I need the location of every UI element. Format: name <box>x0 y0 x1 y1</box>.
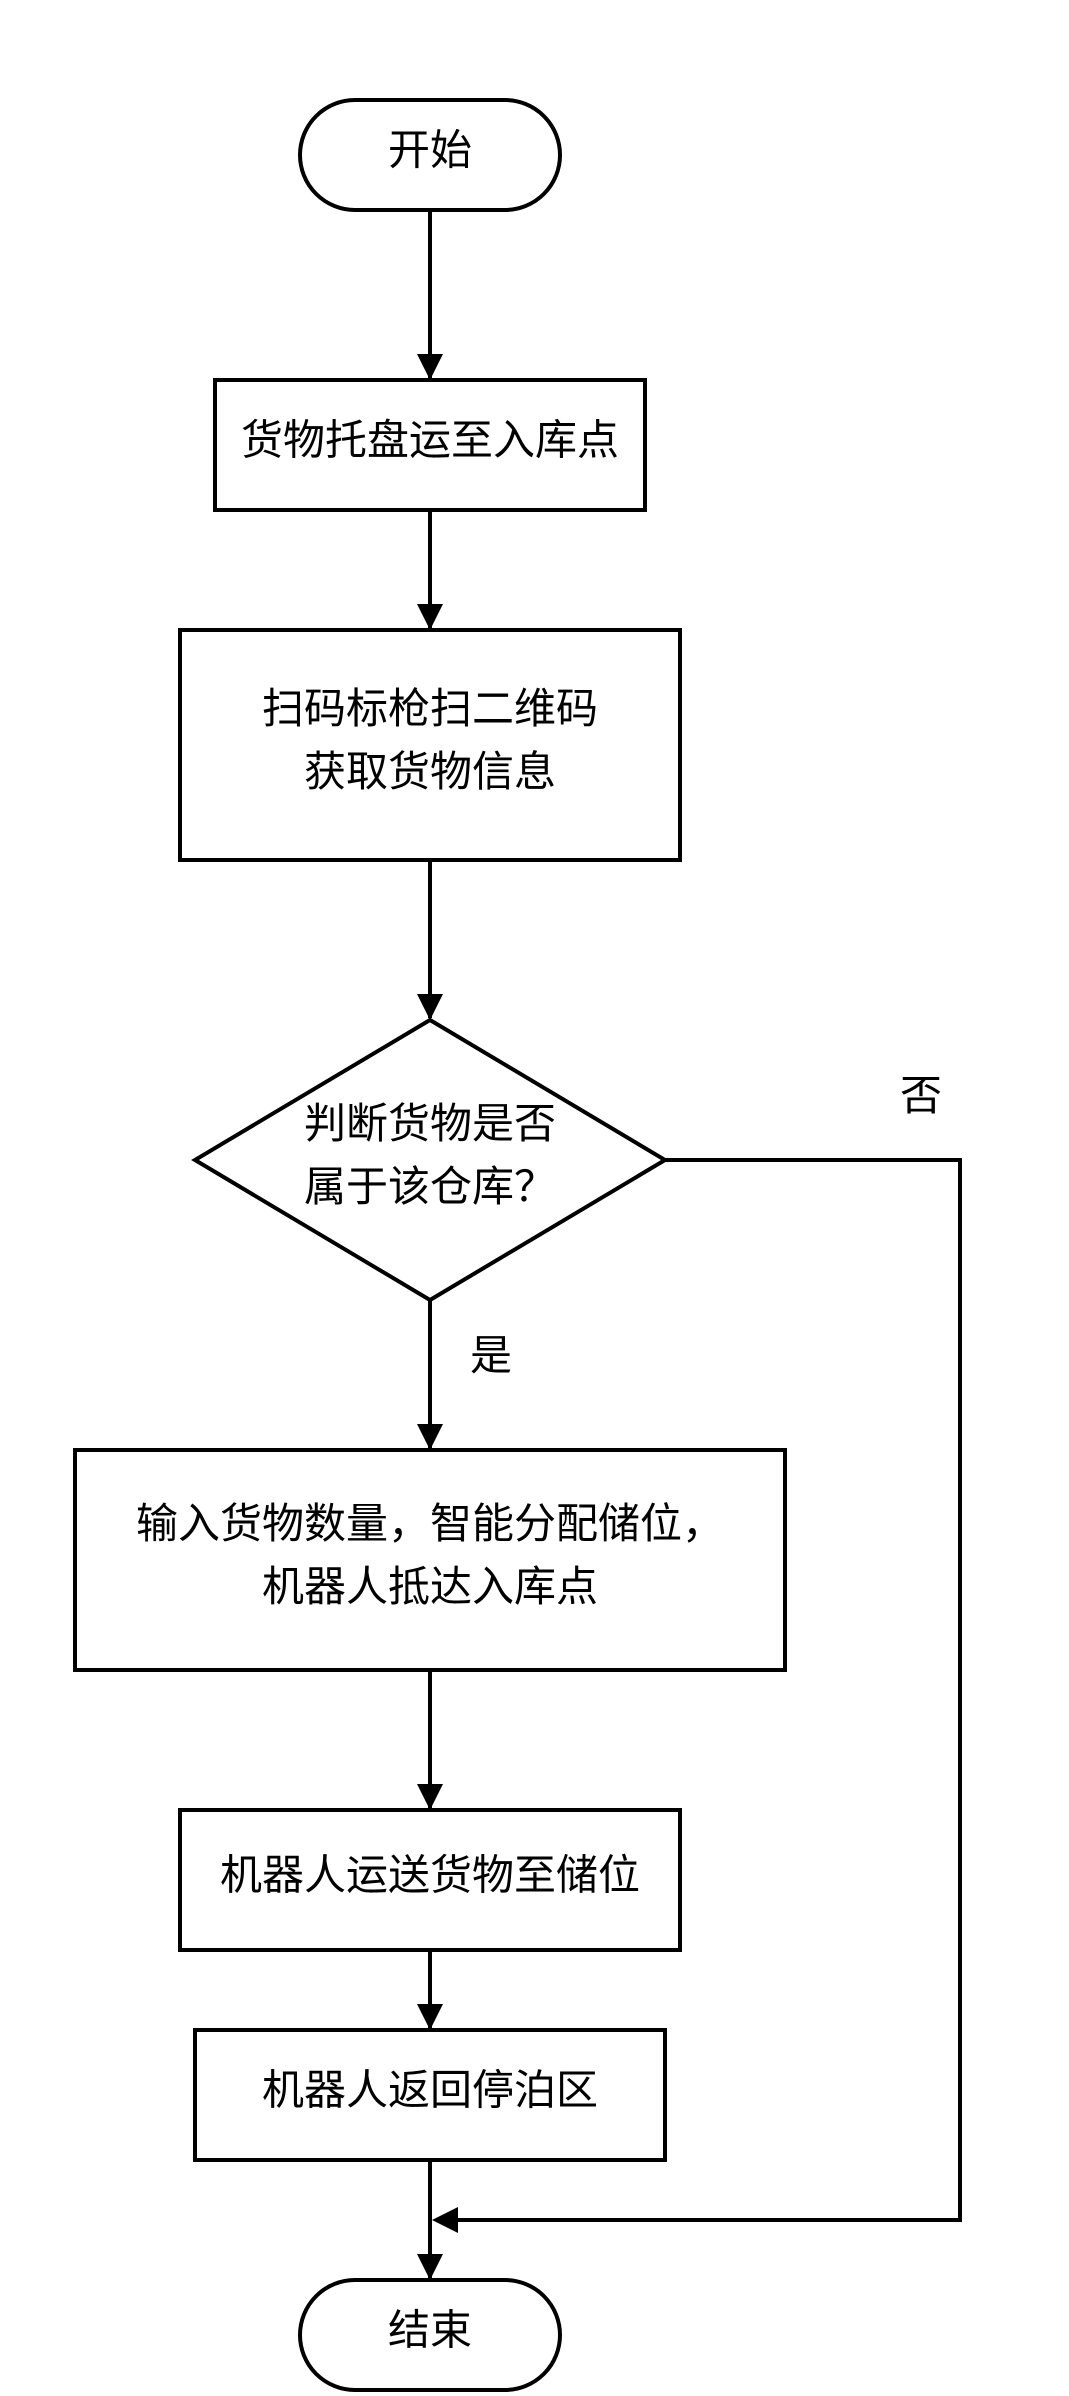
node-decision-line0: 判断货物是否 <box>304 1102 556 1148</box>
node-step3-line1: 机器人抵达入库点 <box>262 1565 598 1611</box>
edge-3-label: 是 <box>470 1334 512 1380</box>
node-start-line0: 开始 <box>388 129 472 175</box>
node-decision-line1: 属于该仓库？ <box>304 1165 556 1211</box>
node-step2-line0: 扫码标枪扫二维码 <box>262 686 598 733</box>
node-step1: 货物托盘运至入库点 <box>215 380 645 510</box>
node-step1-line0: 货物托盘运至入库点 <box>241 418 619 465</box>
node-end-line0: 结束 <box>388 2309 472 2355</box>
node-start: 开始 <box>300 100 560 210</box>
node-end: 结束 <box>300 2280 560 2390</box>
node-step3-line0: 输入货物数量，智能分配储位， <box>136 1501 724 1548</box>
node-step5: 机器人返回停泊区 <box>195 2030 665 2160</box>
edge-7-label: 否 <box>900 1074 942 1120</box>
node-step3: 输入货物数量，智能分配储位， 机器人抵达入库点 <box>75 1450 785 1670</box>
node-step2: 扫码标枪扫二维码获取货物信息 <box>180 630 680 860</box>
node-step5-line0: 机器人返回停泊区 <box>262 2068 598 2115</box>
node-step4: 机器人运送货物至储位 <box>180 1810 680 1950</box>
node-step2-line1: 获取货物信息 <box>304 749 556 796</box>
node-step4-line0: 机器人运送货物至储位 <box>220 1853 640 1900</box>
